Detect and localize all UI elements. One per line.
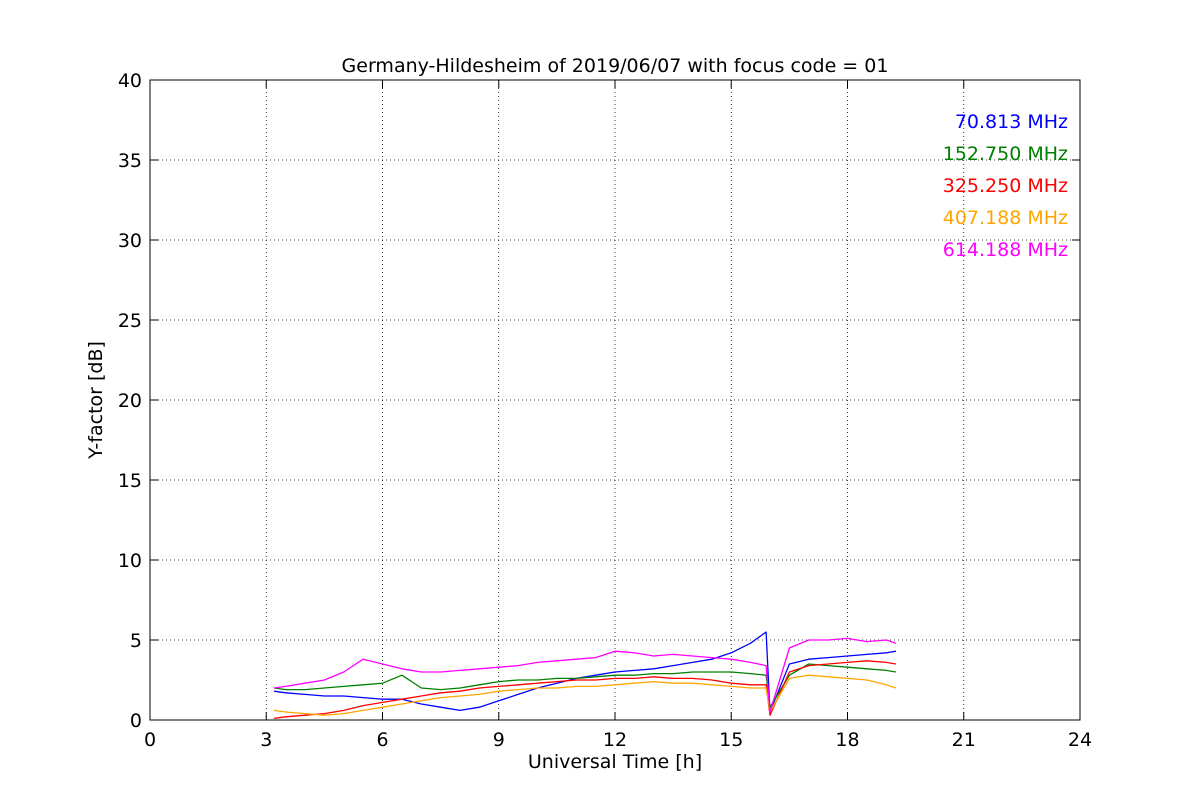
series-line — [273, 660, 897, 720]
series-line — [273, 663, 897, 708]
y-tick-label: 25 — [118, 310, 142, 332]
y-tick-label: 0 — [130, 710, 142, 732]
legend-label: 407.188 MHz — [943, 207, 1068, 229]
x-tick-label: 3 — [260, 729, 272, 751]
y-axis-title: Y-factor [dB] — [85, 341, 107, 460]
x-tick-label: 15 — [719, 729, 743, 751]
y-tick-label: 20 — [118, 390, 142, 412]
y-tick-label: 5 — [130, 630, 142, 652]
legend-label: 152.750 MHz — [943, 143, 1068, 165]
chart-title: Germany-Hildesheim of 2019/06/07 with fo… — [342, 55, 889, 77]
x-tick-label: 0 — [144, 729, 156, 751]
tick-labels: 0 3 6 9 12 15 18 21 24 0 5 10 15 20 25 30 35 40 — [118, 70, 1092, 751]
series-line — [273, 674, 897, 716]
x-axis-title: Universal Time [h] — [528, 751, 702, 773]
series-group — [273, 631, 897, 720]
legend-label: 614.188 MHz — [943, 239, 1068, 261]
legend: 70.813 MHz 152.750 MHz 325.250 MHz 407.188 … — [943, 111, 1068, 261]
series-line — [273, 631, 897, 713]
ticks — [149, 79, 1081, 721]
x-tick-label: 24 — [1068, 729, 1092, 751]
x-tick-label: 9 — [493, 729, 505, 751]
x-tick-label: 12 — [603, 729, 627, 751]
x-tick-label: 21 — [952, 729, 976, 751]
x-tick-label: 18 — [835, 729, 859, 751]
y-tick-label: 15 — [118, 470, 142, 492]
y-tick-label: 35 — [118, 150, 142, 172]
y-tick-label: 30 — [118, 230, 142, 252]
legend-label: 70.813 MHz — [955, 111, 1068, 133]
series-line — [273, 637, 897, 713]
y-tick-label: 40 — [118, 70, 142, 92]
legend-label: 325.250 MHz — [943, 175, 1068, 197]
y-tick-label: 10 — [118, 550, 142, 572]
x-tick-label: 6 — [376, 729, 388, 751]
grid — [150, 80, 1080, 720]
